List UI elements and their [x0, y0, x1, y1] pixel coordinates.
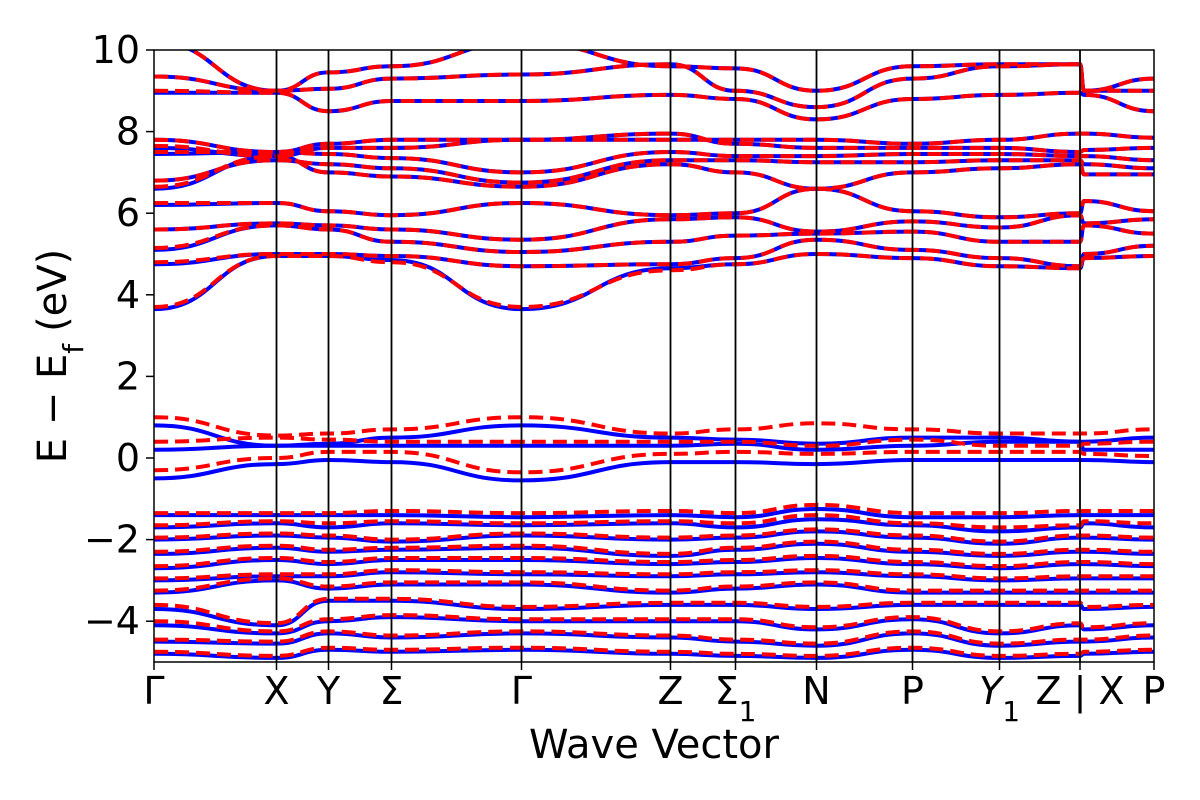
band-line-dashed-10	[154, 88, 1154, 122]
band-line-solid-15	[154, 457, 1154, 483]
x-tick-label: P	[901, 669, 924, 713]
y-axis-title: E − Ef (eV)	[30, 249, 90, 464]
x-tick-label: N	[802, 669, 830, 713]
x-tick-label: Σ	[379, 669, 403, 713]
kpoint-lines	[275, 50, 1081, 662]
band-line-dashed-12	[186, 50, 1154, 93]
y-axis-title-subscript: f	[57, 343, 90, 354]
y-tick-label: 0	[116, 436, 140, 480]
y-tick-label: 2	[116, 354, 140, 398]
x-tick-label: Σ1	[715, 669, 757, 728]
band-line-dashed-23	[154, 596, 1154, 626]
band-line-dashed-0	[154, 252, 1154, 309]
x-tick-label: Z	[657, 669, 683, 713]
x-tick-label: P	[1143, 669, 1166, 713]
bands-layer	[154, 50, 1154, 660]
x-tick-label: Y	[316, 669, 341, 713]
plot-frame	[153, 49, 1155, 663]
band-line-dashed-13	[154, 415, 1154, 438]
y-axis-title-main: E − E	[30, 354, 76, 464]
y-tick-label: 6	[116, 191, 140, 235]
band-line-solid-4	[154, 186, 1154, 220]
x-tick-label: X	[263, 669, 289, 713]
x-tick-label: Y1	[979, 669, 1020, 728]
x-tick-label: Z | X	[1035, 669, 1124, 714]
y-axis-title-unit: (eV)	[30, 249, 76, 332]
y-axis: −4 −2 0 2 4 6 8 10	[84, 28, 154, 643]
y-tick-label: −4	[84, 599, 140, 643]
x-axis-title: Wave Vector	[529, 722, 780, 768]
x-tick-label: Γ	[511, 669, 532, 713]
y-tick-label: 8	[116, 110, 140, 154]
y-tick-label: 10	[92, 28, 140, 72]
band-line-dashed-24	[154, 613, 1154, 634]
x-tick-label: Γ	[143, 669, 164, 713]
y-tick-label: −2	[84, 518, 140, 562]
x-axis: Γ X Y Σ Γ Z Σ1 N P Y1 Z | X P	[143, 662, 1165, 728]
y-tick-label: 4	[116, 273, 140, 317]
band-line-dashed-16	[154, 502, 1154, 516]
band-line-dashed-5	[154, 154, 1154, 191]
